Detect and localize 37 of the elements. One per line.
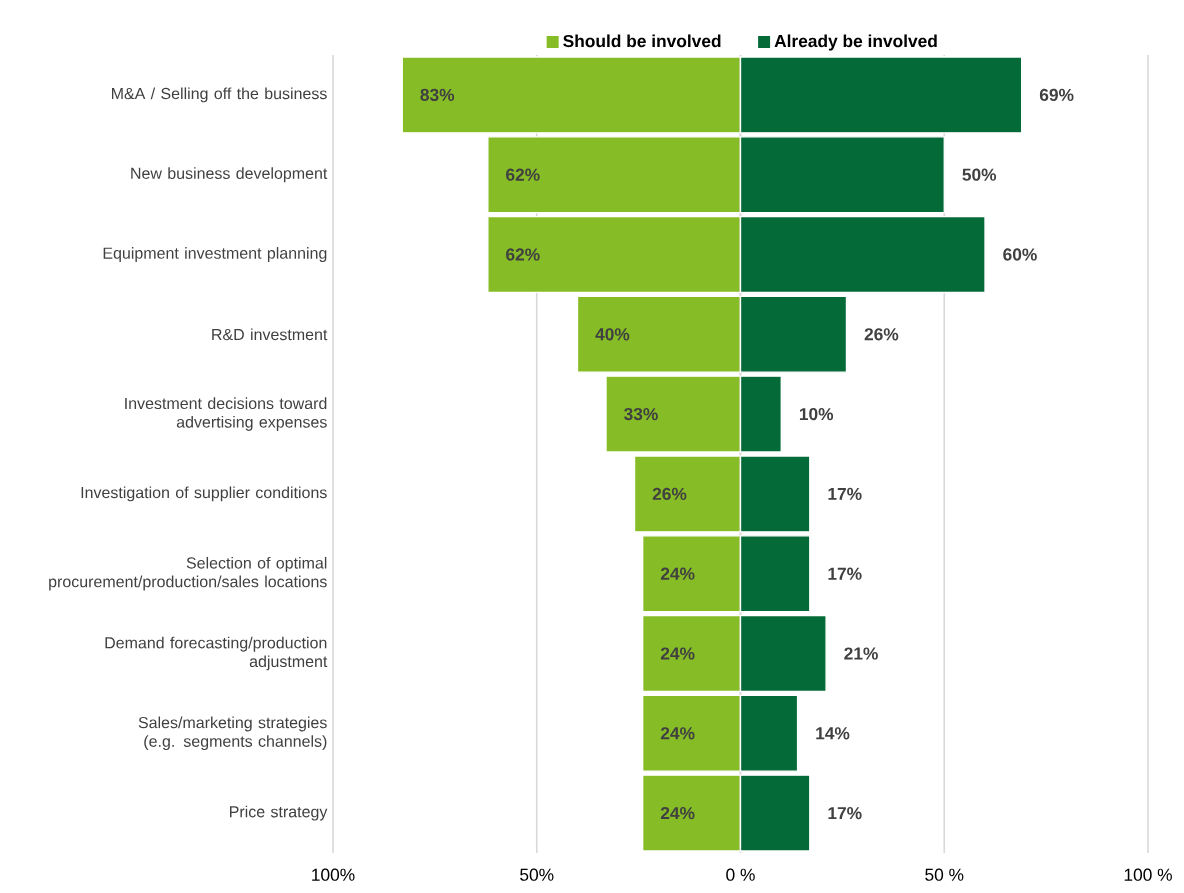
data-label: 50% xyxy=(962,168,997,181)
legend-label: Already be involved xyxy=(774,34,937,51)
data-label: 24% xyxy=(660,806,695,820)
y-tick-label: Equipment investment planning xyxy=(103,247,327,262)
legend-label: Should be involved xyxy=(563,34,721,48)
y-tick-label: Price strategy xyxy=(230,805,328,821)
y-tick-label: New business development xyxy=(131,167,328,183)
x-tick-label: 100% xyxy=(312,868,355,881)
data-label: 17% xyxy=(828,487,862,500)
data-label: 62% xyxy=(506,168,540,181)
data-label: 60% xyxy=(1003,248,1037,261)
data-label: 33% xyxy=(624,407,658,421)
data-label: 62% xyxy=(506,248,540,261)
y-tick-label: R&D investment xyxy=(212,328,328,341)
x-tick-label: 100 % xyxy=(1124,868,1172,881)
data-label: 10% xyxy=(799,407,834,421)
data-label: 14% xyxy=(816,727,850,740)
data-label: 26% xyxy=(864,328,899,341)
data-label: 24% xyxy=(660,647,695,660)
y-tick-label: M&A / Selling off the business xyxy=(112,87,327,103)
y-tick-label: Demand forecasting/production adjustment xyxy=(105,636,328,671)
data-label: 26% xyxy=(652,487,687,501)
data-label: 21% xyxy=(844,647,878,660)
data-label: 24% xyxy=(660,567,695,580)
data-label: 24% xyxy=(660,727,695,740)
data-label: 40% xyxy=(595,328,630,341)
data-label: 83% xyxy=(420,88,455,102)
y-tick-label: Selection of optimal procurement/production/sales locations xyxy=(49,556,327,591)
x-tick-label: 50% xyxy=(520,868,554,881)
y-tick-label: Investment decisions toward advertising expenses xyxy=(125,397,327,431)
x-tick-label: 50 % xyxy=(925,868,964,881)
data-label: 17% xyxy=(828,567,862,580)
data-label: 69% xyxy=(1039,88,1074,102)
x-tick-label: 0 % xyxy=(726,868,755,881)
y-tick-label: Investigation of supplier conditions xyxy=(81,486,327,502)
y-tick-label: Sales/marketing strategies (e.g. segments channels) xyxy=(138,716,327,751)
data-label: 17% xyxy=(828,807,862,820)
